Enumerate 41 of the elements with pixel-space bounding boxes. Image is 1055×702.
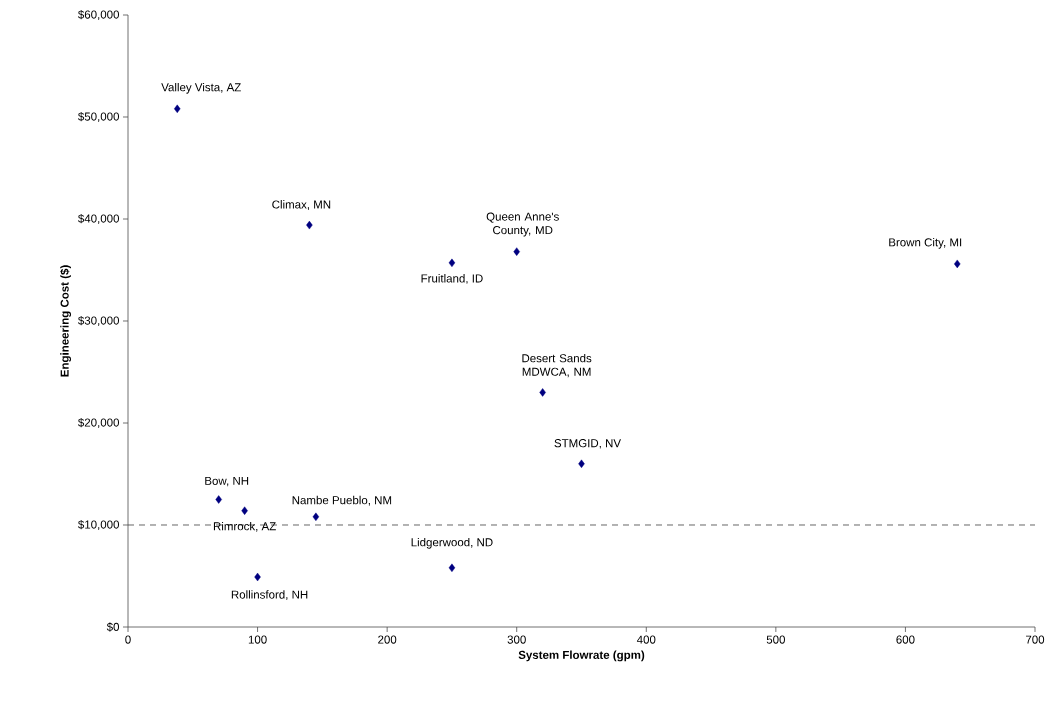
annotation: Queen Anne's County, MD [486,212,559,237]
annotation: Rollinsford, NH [231,590,308,601]
y-tick-label: $10,000 [78,520,120,530]
x-tick-label: 300 [507,635,526,644]
y-axis-title: Engineering Cost ($) [60,265,72,377]
x-tick-label: 0 [125,635,131,644]
y-tick-label: $40,000 [78,214,120,224]
point [215,495,222,504]
point [174,104,181,114]
annotation: Lidgerwood, ND [411,537,493,549]
annotation: STMGID, NV [554,439,621,449]
annotation: Desert Sands MDWCA, NM [522,353,592,378]
point [513,247,520,256]
y-tick-label: $50,000 [78,112,120,122]
annotation: Fruitland, ID [421,274,483,284]
x-axis-title: System Flowrate (gpm) [518,650,645,662]
point [539,388,546,397]
y-tick-label: $0 [106,622,120,632]
x-tick-label: 700 [1026,635,1045,644]
point [312,512,320,522]
point [254,572,261,582]
point [448,258,456,268]
x-tick-label: 200 [378,635,397,644]
annotation: Rimrock, AZ [213,521,276,532]
point [578,459,585,468]
point [448,563,456,573]
y-tick-label: $60,000 [78,10,120,20]
annotation: Brown City, MI [889,237,962,249]
annotation: Nambe Pueblo, NM [292,495,392,506]
x-tick-label: 100 [248,635,267,644]
annotation: Bow, NH [205,476,249,487]
annotation: Valley Vista, AZ [161,82,241,94]
x-tick-label: 500 [766,635,785,644]
annotation: Climax, MN [272,200,331,210]
x-tick-label: 600 [896,635,915,644]
point [241,506,248,515]
point [954,259,961,269]
y-tick-label: $30,000 [78,316,120,326]
x-tick-label: 400 [636,635,656,644]
point [306,220,313,230]
y-tick-label: $20,000 [78,418,120,428]
